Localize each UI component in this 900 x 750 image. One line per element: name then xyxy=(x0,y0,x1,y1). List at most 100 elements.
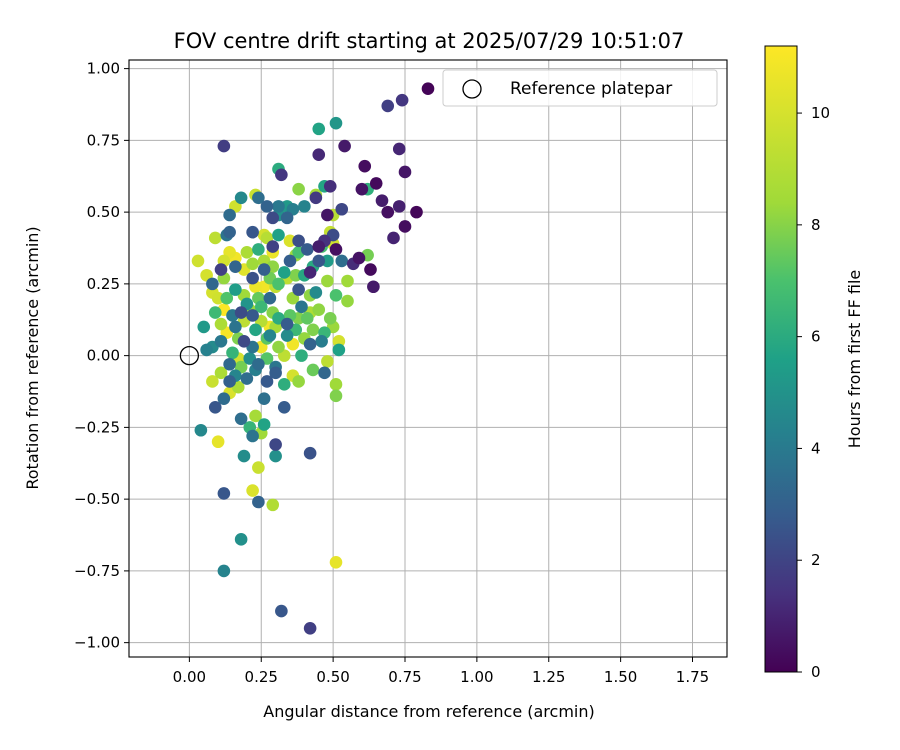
x-axis-label: Angular distance from reference (arcmin) xyxy=(263,702,594,721)
scatter-point xyxy=(252,461,265,474)
scatter-point xyxy=(309,286,323,299)
scatter-point xyxy=(223,225,236,239)
scatter-point xyxy=(214,263,228,276)
reference-platepar-marker xyxy=(179,345,200,366)
scatter-point xyxy=(315,334,328,348)
scatter-point xyxy=(277,378,291,391)
scatter-point xyxy=(237,449,251,463)
x-tick-label: 0.50 xyxy=(316,668,349,686)
scatter-point xyxy=(395,93,409,107)
scatter-point xyxy=(300,312,314,325)
scatter-point xyxy=(272,277,285,291)
scatter-point xyxy=(246,429,259,443)
y-tick-label: 0.75 xyxy=(87,131,120,149)
scatter-point xyxy=(275,604,288,618)
legend-label-reference-platepar: Reference platepar xyxy=(510,79,672,99)
scatter-point xyxy=(283,254,297,268)
scatter-point xyxy=(318,366,331,380)
scatter-point xyxy=(312,254,326,268)
scatter-point xyxy=(392,200,406,213)
scatter-point xyxy=(246,271,259,285)
scatter-point xyxy=(269,366,282,380)
scatter-point xyxy=(367,280,380,294)
scatter-point xyxy=(398,165,412,179)
scatter-point xyxy=(234,533,248,546)
scatter-point xyxy=(217,487,231,500)
scatter-point xyxy=(329,389,343,403)
scatter-point xyxy=(266,240,280,253)
y-tick-label: 0.00 xyxy=(87,347,120,365)
scatter-point xyxy=(229,320,242,334)
colorbar-tick-label: 2 xyxy=(811,551,821,569)
scatter-point xyxy=(323,179,337,193)
scatter-point xyxy=(392,142,406,156)
scatter-point xyxy=(223,375,236,388)
colorbar-tick-label: 4 xyxy=(811,439,821,457)
scatter-point xyxy=(298,200,311,213)
scatter-point xyxy=(312,240,326,253)
scatter-point xyxy=(220,291,234,305)
scatter-point xyxy=(358,159,372,173)
scatter-points xyxy=(191,82,435,635)
scatter-point xyxy=(283,234,297,248)
scatter-point xyxy=(254,300,268,314)
scatter-point xyxy=(332,343,346,357)
scatter-point xyxy=(303,337,317,351)
colorbar-label: Hours from first FF file xyxy=(845,270,864,449)
scatter-point xyxy=(275,168,288,182)
scatter-point xyxy=(321,254,334,268)
scatter-point xyxy=(303,621,317,635)
scatter-point xyxy=(381,99,395,113)
x-tick-label: 1.25 xyxy=(532,668,565,686)
scatter-point xyxy=(300,243,314,256)
scatter-point xyxy=(246,225,259,239)
scatter-point xyxy=(257,263,271,276)
scatter-point xyxy=(257,392,271,405)
scatter-point xyxy=(375,194,389,207)
legend-marker-reference-platepar xyxy=(462,79,482,99)
scatter-point xyxy=(234,306,248,319)
scatter-point xyxy=(263,291,277,305)
y-tick-label: −0.50 xyxy=(74,490,120,508)
scatter-point xyxy=(381,205,395,219)
scatter-point xyxy=(369,177,383,190)
scatter-point xyxy=(229,283,242,296)
scatter-point xyxy=(252,495,265,509)
scatter-point xyxy=(398,220,412,233)
scatter-point xyxy=(280,211,294,225)
colorbar-tick-label: 6 xyxy=(811,328,821,346)
scatter-point xyxy=(272,200,285,213)
scatter-point xyxy=(194,423,208,437)
scatter-point xyxy=(341,274,354,288)
scatter-point xyxy=(211,435,225,449)
x-tick-label: 1.75 xyxy=(676,668,709,686)
chart-title: FOV centre drift starting at 2025/07/29 … xyxy=(174,29,685,53)
x-tick-label: 1.50 xyxy=(604,668,637,686)
scatter-point xyxy=(295,349,308,362)
colorbar-tick-label: 10 xyxy=(811,104,830,122)
scatter-point xyxy=(355,182,369,196)
scatter-point xyxy=(421,82,435,96)
scatter-point xyxy=(211,291,225,305)
scatter-point xyxy=(309,191,323,205)
scatter-point xyxy=(272,340,285,354)
x-axis-ticks: 0.00 0.25 0.50 0.75 1.00 1.25 1.50 1.75 xyxy=(173,657,709,686)
scatter-point xyxy=(312,303,326,317)
scatter-point xyxy=(321,274,334,288)
scatter-point xyxy=(252,191,265,205)
colorbar-tick-label: 8 xyxy=(811,216,821,234)
scatter-point xyxy=(223,357,236,371)
x-tick-label: 0.00 xyxy=(173,668,206,686)
scatter-point xyxy=(312,148,326,162)
scatter-point xyxy=(240,246,254,259)
scatter-point xyxy=(329,378,343,391)
scatter-point xyxy=(321,208,334,222)
scatter-point xyxy=(234,412,248,426)
scatter-point xyxy=(280,329,294,342)
scatter-point xyxy=(332,334,346,348)
y-tick-label: −1.00 xyxy=(74,634,120,652)
scatter-point xyxy=(191,254,205,268)
scatter-point xyxy=(329,116,343,130)
scatter-point xyxy=(295,300,308,314)
